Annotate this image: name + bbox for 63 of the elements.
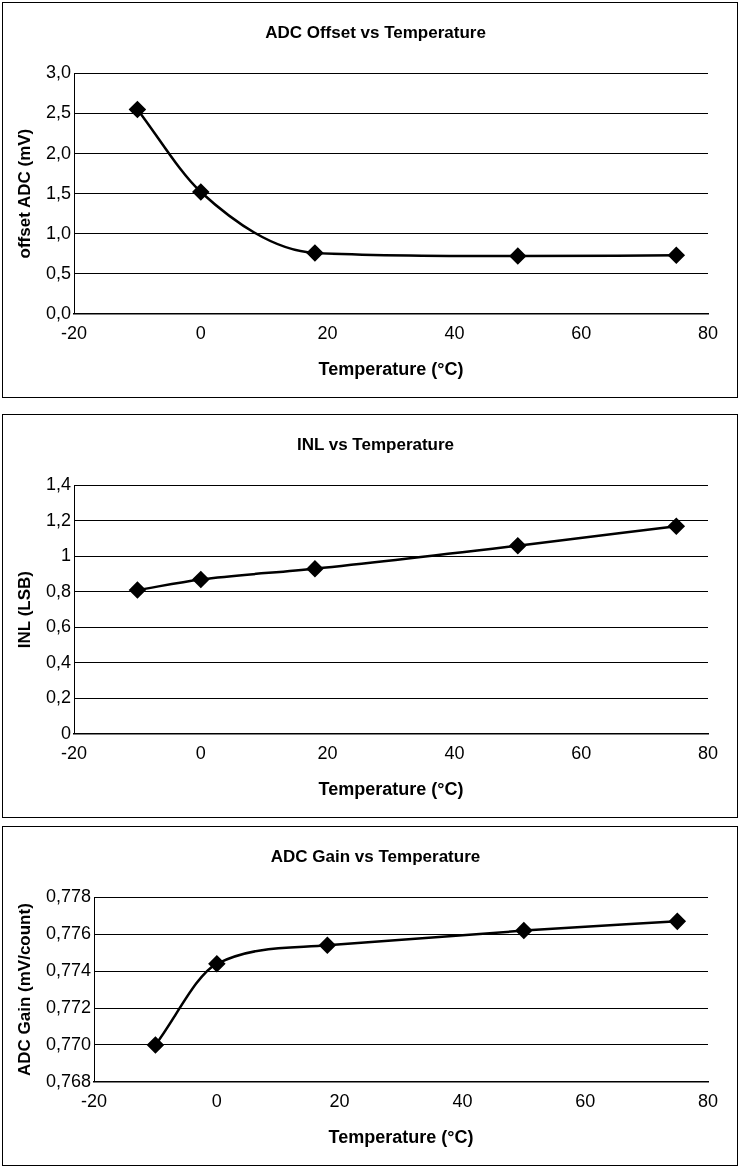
y-tick-label: 0,5: [45, 262, 72, 283]
x-tick-label: 20: [317, 742, 338, 763]
point: [192, 183, 210, 201]
point: [515, 922, 533, 939]
x-tick-label: -20: [81, 1090, 108, 1111]
x-tick-label: -20: [61, 322, 88, 343]
x-tick-label: 80: [697, 742, 719, 763]
point: [669, 913, 686, 930]
point: [306, 244, 324, 262]
x-tick-label: 0: [195, 742, 206, 763]
y-tick-label: 3,0: [45, 62, 72, 83]
point: [319, 937, 336, 954]
y-tick-label: 0,2: [45, 687, 72, 708]
x-tick-label: 20: [317, 322, 338, 343]
point: [668, 517, 685, 535]
y-tick-label: 2,5: [45, 102, 72, 123]
y-axis-title: offset ADC (mV): [14, 128, 34, 259]
chart-title: ADC Offset vs Temperature: [265, 22, 486, 42]
chart-title: INL vs Temperature: [296, 434, 455, 454]
y-tick-label: 1: [61, 545, 72, 566]
y-tick-label: 1,4: [45, 474, 72, 495]
y-tick-label: 2,0: [45, 142, 72, 163]
point: [192, 571, 210, 588]
x-tick-label: 20: [329, 1090, 350, 1111]
x-tick-label: 60: [571, 322, 592, 343]
chart-title: ADC Gain vs Temperature: [270, 846, 481, 866]
y-tick-label: 0,4: [45, 651, 72, 672]
x-tick-label: 40: [444, 742, 465, 763]
y-tick-label: 0,0: [45, 302, 72, 323]
y-tick-label: 0,770: [46, 1033, 92, 1054]
x-tick-label: 60: [575, 1090, 596, 1111]
y-axis-title: INL (LSB): [14, 571, 34, 649]
y-tick-label: 1,0: [45, 222, 72, 243]
point: [147, 1036, 164, 1054]
point: [509, 247, 527, 265]
y-axis-title: ADC Gain (mV/count): [14, 903, 34, 1077]
y-tick-label: 0,778: [46, 886, 92, 907]
y-tick-label: 1,2: [45, 509, 72, 530]
x-tick-label: 80: [697, 322, 719, 343]
y-tick-label: 0: [61, 722, 72, 743]
x-tick-label: 80: [697, 1090, 719, 1111]
y-tick-label: 0,776: [46, 923, 92, 944]
x-tick-label: 40: [452, 1090, 473, 1111]
x-tick-label: 60: [571, 742, 592, 763]
x-tick-label: 0: [195, 322, 206, 343]
x-axis-title: Temperature (°C): [328, 1127, 474, 1148]
x-tick-label: -20: [61, 742, 88, 763]
y-tick-label: 0,772: [46, 997, 92, 1018]
y-tick-label: 1,5: [45, 182, 72, 203]
y-tick-label: 0,6: [45, 616, 72, 637]
x-axis-title: Temperature (°C): [318, 779, 464, 800]
point: [129, 581, 146, 599]
y-tick-label: 0,774: [46, 960, 92, 981]
x-tick-label: 40: [444, 322, 465, 343]
point: [208, 955, 226, 973]
point: [509, 537, 527, 554]
x-tick-label: 0: [211, 1090, 222, 1111]
y-tick-label: 0,8: [45, 580, 72, 601]
point: [668, 247, 685, 264]
y-tick-label: 0,768: [46, 1070, 92, 1091]
x-axis-title: Temperature (°C): [318, 359, 464, 380]
point: [129, 101, 146, 118]
point: [306, 560, 324, 578]
